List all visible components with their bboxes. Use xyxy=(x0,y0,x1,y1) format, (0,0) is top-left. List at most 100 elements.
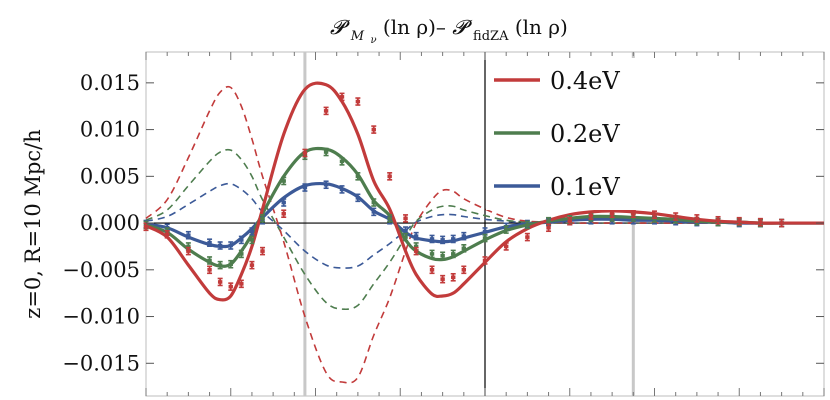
data-point-0p4eV-7 xyxy=(249,260,255,270)
title-sub-fidza: fidZA xyxy=(473,29,509,44)
data-point-0p1eV-7 xyxy=(249,227,255,236)
data-point-0p4eV-18 xyxy=(429,265,435,275)
data-point-0p4eV-12 xyxy=(339,92,345,102)
chart-title: 𝓟 M ν (ln ρ)– 𝓟 fidZA (ln ρ) xyxy=(330,15,568,48)
data-point-0p1eV-10 xyxy=(302,183,308,192)
legend-label-0p4eV: 0.4eV xyxy=(550,67,620,95)
data-point-0p2eV-4 xyxy=(217,260,223,270)
data-point-0p4eV-10 xyxy=(302,148,308,158)
data-point-0p2eV-23 xyxy=(503,225,509,234)
data-point-0p4eV-29 xyxy=(630,209,636,219)
data-point-0p4eV-24 xyxy=(524,232,530,242)
data-point-0p4eV-22 xyxy=(482,256,488,265)
data-point-0p4eV-34 xyxy=(736,216,742,226)
data-points-group xyxy=(143,92,785,291)
title-sub-m: M xyxy=(350,29,365,44)
series-dashed-0p4eV xyxy=(145,85,824,384)
data-point-0p4eV-20 xyxy=(450,272,456,282)
data-point-0p1eV-21 xyxy=(461,231,467,241)
data-point-0p2eV-13 xyxy=(355,172,361,181)
data-point-0p4eV-5 xyxy=(228,282,234,291)
data-point-0p1eV-2 xyxy=(185,230,191,240)
data-point-0p2eV-24 xyxy=(524,220,530,230)
data-point-0p2eV-21 xyxy=(461,244,467,253)
data-point-0p2eV-9 xyxy=(281,176,287,186)
data-point-0p2eV-14 xyxy=(371,198,377,207)
data-point-0p1eV-9 xyxy=(281,198,287,207)
series-dashed-0p2eV xyxy=(145,148,824,311)
data-point-0p1eV-3 xyxy=(207,238,213,247)
data-point-0p4eV-16 xyxy=(403,214,409,223)
data-point-0p2eV-12 xyxy=(339,157,345,166)
data-point-0p4eV-15 xyxy=(387,172,393,181)
title-script-p1: 𝓟 xyxy=(330,15,350,39)
data-point-0p2eV-5 xyxy=(228,259,234,269)
data-point-0p4eV-33 xyxy=(715,215,721,225)
data-point-0p1eV-11 xyxy=(323,180,329,190)
data-point-0p4eV-32 xyxy=(694,214,700,223)
data-point-0p4eV-28 xyxy=(609,209,615,219)
title-arg2: (ln ρ) xyxy=(515,15,568,39)
data-point-0p4eV-27 xyxy=(588,211,594,220)
data-point-0p4eV-21 xyxy=(461,265,467,275)
data-point-0p1eV-12 xyxy=(339,185,345,194)
data-point-0p1eV-18 xyxy=(429,234,435,244)
data-point-0p2eV-19 xyxy=(440,251,446,261)
title-subsub-nu: ν xyxy=(370,35,376,46)
data-point-0p1eV-17 xyxy=(413,231,419,241)
data-point-0p1eV-5 xyxy=(228,241,234,250)
data-point-0p4eV-6 xyxy=(238,279,244,289)
y-axis-label: z=0, R=10 Mpc/h xyxy=(21,129,45,318)
data-point-0p2eV-6 xyxy=(238,249,244,259)
zero-axes xyxy=(146,52,824,396)
data-point-0p4eV-4 xyxy=(217,277,223,287)
svg-text:𝓟 M ν (ln ρ: 𝓟 M ν (ln ρ)– 𝓟 fidZA (ln ρ) xyxy=(330,15,568,48)
data-point-0p1eV-20 xyxy=(450,234,456,244)
data-point-0p4eV-30 xyxy=(652,210,657,219)
data-point-0p2eV-3 xyxy=(207,256,213,265)
y-tick-label-3: 0.000 xyxy=(80,211,140,235)
data-point-0p1eV-13 xyxy=(355,193,361,203)
data-point-0p4eV-36 xyxy=(779,218,785,228)
y-tick-label-2: 0.005 xyxy=(80,164,140,188)
data-point-0p4eV-23 xyxy=(503,242,509,251)
y-tick-label-0: 0.015 xyxy=(80,71,140,95)
legend-label-0p1eV: 0.1eV xyxy=(550,173,620,201)
data-point-0p4eV-2 xyxy=(185,246,191,256)
data-point-0p2eV-22 xyxy=(482,233,488,243)
data-point-0p2eV-20 xyxy=(450,249,456,259)
data-point-0p4eV-3 xyxy=(207,265,213,275)
data-point-0p4eV-31 xyxy=(673,212,679,221)
data-point-0p2eV-7 xyxy=(249,235,255,245)
data-point-0p4eV-26 xyxy=(567,216,573,226)
data-point-0p4eV-11 xyxy=(323,106,329,116)
data-point-0p1eV-19 xyxy=(440,235,446,245)
title-arg1: (ln ρ)– xyxy=(383,15,446,39)
data-point-0p4eV-14 xyxy=(371,125,377,134)
data-point-0p4eV-8 xyxy=(260,246,266,256)
data-point-0p1eV-14 xyxy=(371,207,377,217)
data-point-0p1eV-6 xyxy=(238,235,244,245)
data-point-0p4eV-13 xyxy=(355,97,361,106)
legend-label-0p2eV: 0.2eV xyxy=(550,120,620,148)
y-axis-ticks: 0.015 0.010 0.005 0.000 −0.005 −0.010 −0.015 xyxy=(62,52,825,396)
y-tick-label-1: 0.010 xyxy=(80,118,140,142)
data-point-0p4eV-17 xyxy=(413,246,419,256)
y-tick-label-6: −0.015 xyxy=(62,351,140,375)
data-point-0p4eV-1 xyxy=(164,229,170,239)
data-point-0p2eV-11 xyxy=(323,147,329,157)
data-point-0p4eV-25 xyxy=(546,223,552,233)
title-script-p2: 𝓟 xyxy=(452,15,472,39)
data-point-0p4eV-9 xyxy=(281,209,287,219)
data-point-0p2eV-18 xyxy=(429,249,435,259)
dashed-series-group xyxy=(145,85,824,384)
data-point-0p4eV-35 xyxy=(757,217,763,227)
y-tick-label-4: −0.005 xyxy=(62,258,140,282)
y-tick-label-5: −0.010 xyxy=(62,305,140,329)
data-point-0p2eV-8 xyxy=(260,214,266,223)
y-axis-label-text: z=0, R=10 Mpc/h xyxy=(21,129,45,318)
data-point-0p1eV-4 xyxy=(217,241,223,250)
series-dashed-0p1eV xyxy=(145,182,824,269)
data-point-0p2eV-16 xyxy=(403,232,409,242)
